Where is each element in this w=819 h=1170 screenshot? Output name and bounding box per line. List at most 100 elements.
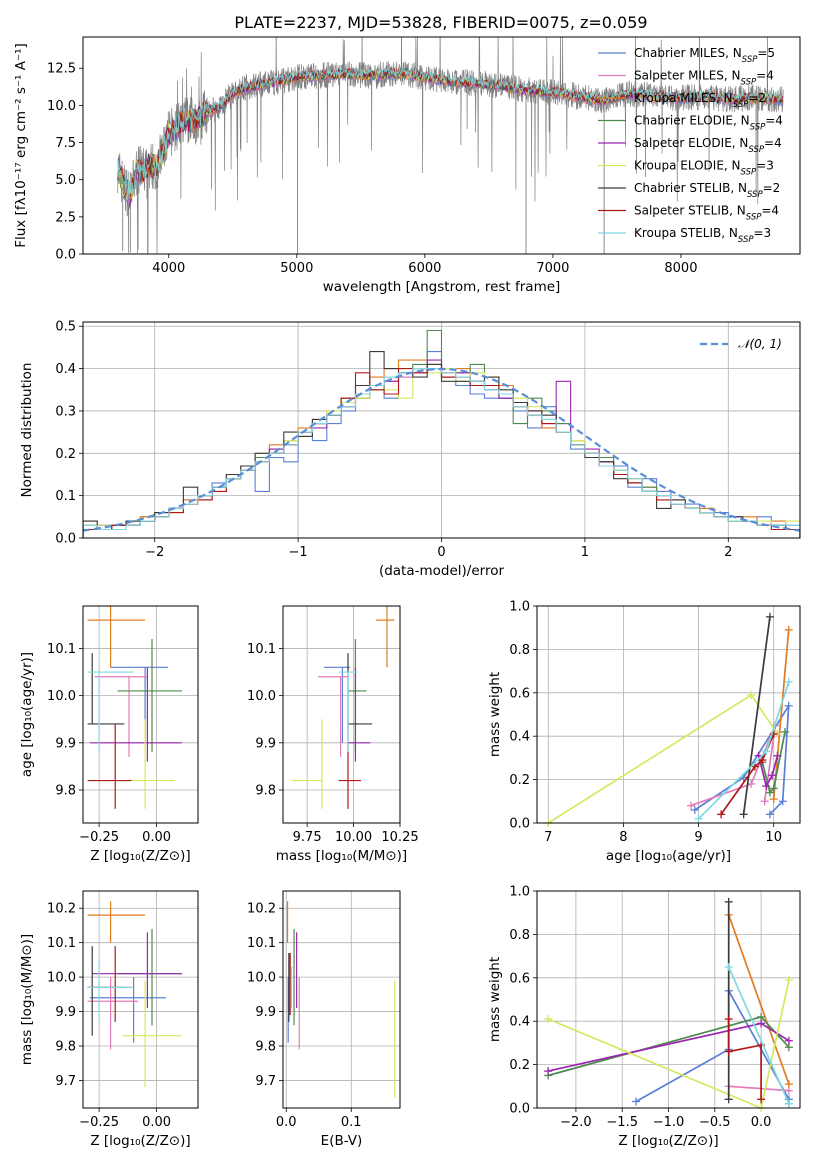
y-axis-label: mass [log₁₀(M/M⊙)]: [19, 934, 35, 1065]
z-vs-age-panel: −0.25 0.00 9.8 9.9 10.0 10.1 Z [log₁₀(Z/Z⊙)] ag…: [19, 605, 199, 864]
y-tick-label: 9.9: [55, 736, 76, 751]
x-tick-label: 10.00: [335, 830, 372, 845]
x-tick-label: −1.0: [653, 1115, 685, 1130]
plot-frame: [536, 890, 801, 1109]
legend-subscript: SSP: [733, 100, 749, 110]
y-tick-label: 1.0: [509, 885, 530, 900]
y-tick-label: 0.3: [55, 404, 76, 419]
y-tick-label: 2.5: [55, 210, 76, 225]
x-axis-label: Z [log₁₀(Z/Z⊙)]: [90, 848, 190, 864]
weight-line: [727, 966, 790, 1105]
model-fit-line: [117, 67, 783, 202]
x-tick-label: 0.0: [751, 1115, 772, 1130]
legend-label-rest: =4: [764, 136, 782, 150]
x-tick-label: 0.0: [276, 1115, 297, 1130]
plot-frame: [82, 890, 199, 1109]
legend-label-rest: =3: [754, 226, 772, 240]
x-tick-label: −2: [145, 545, 164, 560]
y-tick-label: 10.0: [47, 99, 76, 114]
y-tick-label: 0.6: [509, 971, 530, 986]
x-tick-label: 10.25: [381, 830, 418, 845]
y-tick-label: 10.0: [247, 971, 276, 986]
ebv-vs-mass-panel: 0.0 0.1 9.7 9.8 9.9 10.0 10.1 10.2 E(B-V): [247, 890, 401, 1149]
y-tick-label: 0.4: [55, 362, 76, 377]
y-tick-label: 0.2: [55, 447, 76, 462]
weight-line: [727, 1019, 762, 1100]
x-axis-label: wavelength [Angstrom, rest frame]: [323, 279, 561, 295]
errorbars: [286, 901, 396, 1098]
histogram-steps: [83, 329, 800, 538]
y-tick-label: 9.8: [255, 783, 276, 798]
x-axis-label: Z [log₁₀(Z/Z⊙)]: [90, 1133, 190, 1149]
y-tick-label: 0.8: [509, 928, 530, 943]
y-tick-label: 10.2: [47, 902, 76, 917]
x-tick-label: −2.0: [560, 1115, 592, 1130]
legend-label-rest: =2: [748, 91, 766, 105]
x-tick-label: 0: [437, 545, 445, 560]
x-tick-label: −0.25: [79, 830, 119, 845]
x-tick-label: 7: [544, 830, 552, 845]
x-tick-label: 5000: [280, 261, 313, 276]
y-tick-label: 10.1: [47, 936, 76, 951]
y-tick-label: 10.0: [47, 971, 76, 986]
spectrum-panel: 4000 5000 6000 7000 8000 0.0 2.5 5.0 7.5 10.0 12.5…: [13, 36, 801, 295]
age-vs-massweight-panel: 7 8 9 10 0.0 0.2 0.4 0.6 0.8 1.0 age [log₁₀(age/yr…: [487, 600, 801, 864]
y-tick-label: 9.9: [255, 1005, 276, 1020]
y-tick-label: 0.8: [509, 643, 530, 658]
y-tick-label: 7.5: [55, 136, 76, 151]
x-tick-label: −0.25: [79, 1115, 119, 1130]
x-axis-label: mass [log₁₀(M/M⊙)]: [276, 848, 407, 864]
legend-subscript: SSP: [742, 55, 758, 65]
normal-curve-line: [83, 367, 800, 532]
legend-subscript: SSP: [738, 235, 754, 245]
z-vs-massweight-panel: −2.0 −1.5 −1.0 −0.5 0.0 0.0 0.2 0.4 0.6 0.8 1.0 Z […: [487, 885, 801, 1149]
legend-label-rest: =5: [757, 46, 775, 60]
legend-label-rest: =3: [756, 159, 774, 173]
y-axis-label: mass weight: [487, 957, 503, 1042]
legend-label-rest: =2: [763, 181, 781, 195]
legend-subscript: SSP: [747, 190, 763, 200]
weight-line: [772, 629, 790, 800]
legend-subscript: SSP: [741, 78, 757, 88]
legend-label-rest: =4: [765, 114, 783, 128]
x-tick-label: 6000: [408, 261, 441, 276]
y-tick-label: 10.1: [47, 642, 76, 657]
weight-line: [761, 731, 786, 795]
weight-line: [742, 616, 771, 815]
y-axis-label: mass weight: [487, 672, 503, 757]
plot-frame: [82, 605, 199, 824]
errorbars: [292, 606, 395, 809]
legend-subscript: SSP: [748, 145, 764, 155]
y-tick-label: 9.7: [55, 1074, 76, 1089]
y-tick-label: 10.2: [247, 902, 276, 917]
x-axis-label: age [log₁₀(age/yr)]: [606, 848, 731, 864]
y-tick-label: 0.6: [509, 686, 530, 701]
y-tick-label: 0.0: [509, 1102, 530, 1117]
weight-line: [547, 693, 779, 824]
y-tick-label: 0.0: [55, 248, 76, 263]
y-tick-label: 12.5: [47, 62, 76, 77]
plot-frame: [82, 321, 801, 539]
y-tick-label: 0.0: [55, 532, 76, 547]
y-axis-label: Flux [fλ10⁻¹⁷ erg cm⁻² s⁻¹ A⁻¹]: [13, 43, 29, 248]
y-tick-label: 9.9: [255, 736, 276, 751]
x-tick-label: 7000: [536, 261, 569, 276]
weight-lines: [544, 612, 793, 827]
x-tick-label: 8000: [664, 261, 697, 276]
y-tick-label: 0.4: [509, 730, 530, 745]
legend-subscript: SSP: [741, 168, 757, 178]
y-tick-label: 5.0: [55, 173, 76, 188]
x-tick-label: 0.00: [142, 830, 171, 845]
plot-frame: [282, 890, 401, 1109]
y-tick-label: 10.0: [247, 689, 276, 704]
spectrum-traces: [117, 37, 784, 254]
figure-title: PLATE=2237, MJD=53828, FIBERID=0075, z=0…: [234, 13, 647, 32]
y-tick-label: 0.4: [509, 1015, 530, 1030]
errorbars: [87, 606, 182, 809]
weight-line: [757, 755, 779, 789]
y-tick-label: 9.9: [55, 1005, 76, 1020]
y-tick-label: 0.2: [509, 773, 530, 788]
y-tick-label: 9.8: [255, 1040, 276, 1055]
y-axis-label: age [log₁₀(age/yr)]: [19, 652, 35, 777]
plot-frame: [282, 605, 401, 824]
